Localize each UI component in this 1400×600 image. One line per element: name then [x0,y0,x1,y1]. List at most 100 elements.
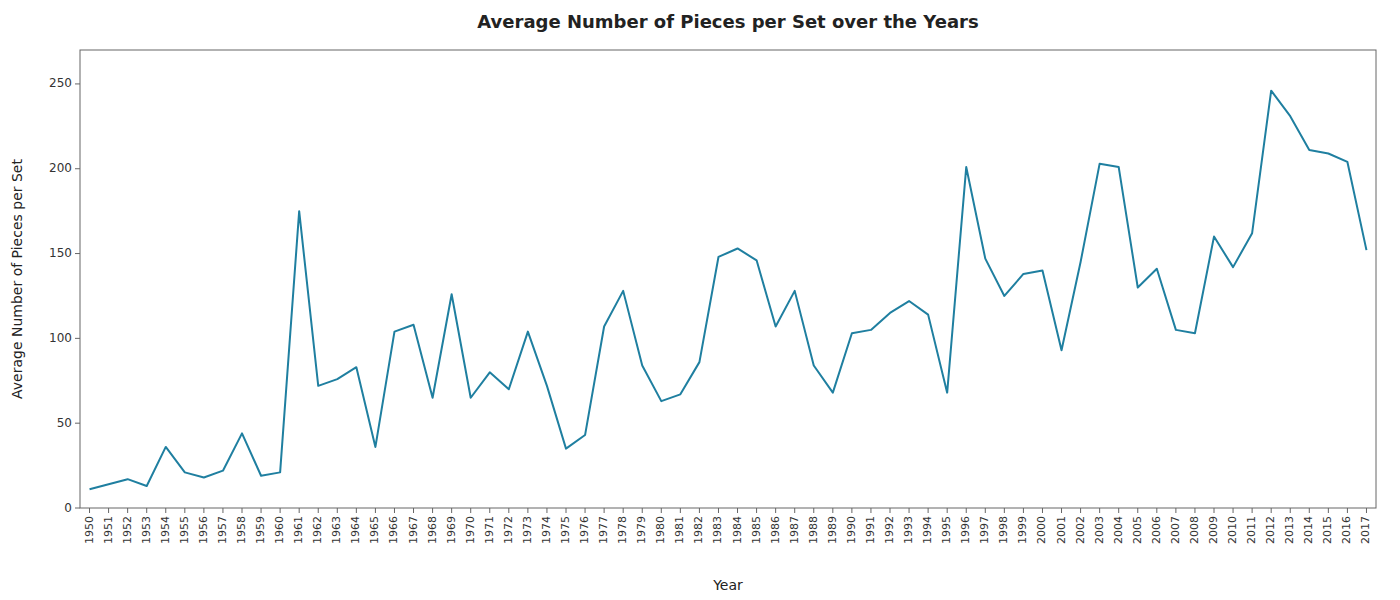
y-tick [75,508,80,509]
x-tick [661,508,662,513]
x-tick-label: 1986 [769,516,782,544]
x-tick [1156,508,1157,513]
x-tick-label: 2013 [1283,516,1296,544]
x-tick [1061,508,1062,513]
x-axis-label: Year [712,577,743,593]
x-tick [1252,508,1253,513]
x-tick-label: 1965 [368,516,381,544]
x-tick-label: 1982 [692,516,705,544]
x-tick [623,508,624,513]
x-tick-label: 2014 [1302,516,1315,544]
x-tick-label: 2017 [1359,516,1372,544]
x-tick [203,508,204,513]
x-tick-label: 1961 [292,516,305,544]
x-tick [1099,508,1100,513]
y-tick [75,423,80,424]
x-tick-label: 1968 [426,516,439,544]
x-tick [146,508,147,513]
y-axis-label: Average Number of Pieces per Set [9,159,25,399]
x-tick [127,508,128,513]
title: Average Number of Pieces per Set over th… [477,11,978,32]
x-tick [356,508,357,513]
x-tick-label: 1972 [502,516,515,544]
y-tick-label: 200 [49,161,72,175]
y-tick [75,253,80,254]
x-tick [1290,508,1291,513]
x-tick-label: 1979 [635,516,648,544]
x-tick [585,508,586,513]
x-tick [1004,508,1005,513]
x-tick-label: 1991 [864,516,877,544]
x-tick [108,508,109,513]
line [90,91,1367,490]
x-tick-label: 1998 [997,516,1010,544]
x-tick-label: 1992 [883,516,896,544]
x-tick [680,508,681,513]
x-tick-label: 1953 [140,516,153,544]
x-tick [184,508,185,513]
x-tick-label: 1987 [788,516,801,544]
x-tick-label: 1988 [807,516,820,544]
x-tick-label: 1967 [407,516,420,544]
y-tick-label: 0 [64,501,72,515]
x-tick-label: 1962 [311,516,324,544]
x-tick [566,508,567,513]
x-tick-label: 1957 [216,516,229,544]
x-tick-label: 1999 [1016,516,1029,544]
x-tick-label: 1973 [521,516,534,544]
x-tick [318,508,319,513]
x-tick [718,508,719,513]
x-tick [604,508,605,513]
x-tick [737,508,738,513]
x-tick [1023,508,1024,513]
x-tick-label: 2001 [1055,516,1068,544]
x-tick-label: 1970 [464,516,477,544]
x-tick-label: 2016 [1340,516,1353,544]
x-tick [642,508,643,513]
x-tick-label: 1989 [826,516,839,544]
x-tick [1137,508,1138,513]
x-tick-label: 1993 [902,516,915,544]
x-tick [508,508,509,513]
x-tick-label: 2012 [1264,516,1277,544]
y-axis: 050100150200250 [49,76,80,514]
x-tick-label: 2005 [1131,516,1144,544]
x-tick [337,508,338,513]
plot-area [90,91,1367,490]
x-tick-label: 2004 [1112,516,1125,544]
x-tick-label: 1963 [330,516,343,544]
x-tick-label: 1983 [711,516,724,544]
x-tick [890,508,891,513]
x-tick [1309,508,1310,513]
x-tick-label: 1971 [483,516,496,544]
x-tick [1118,508,1119,513]
x-tick-label: 1974 [540,516,553,544]
x-tick-label: 1976 [578,516,591,544]
x-tick [165,508,166,513]
x-tick [985,508,986,513]
x-tick [1233,508,1234,513]
x-tick [546,508,547,513]
x-tick-label: 2015 [1321,516,1334,544]
x-tick-label: 2002 [1074,516,1087,544]
x-tick-label: 1955 [178,516,191,544]
x-tick-label: 1960 [273,516,286,544]
x-tick-label: 1952 [121,516,134,544]
x-tick [470,508,471,513]
x-tick [451,508,452,513]
x-tick-label: 2009 [1207,516,1220,544]
x-tick [775,508,776,513]
x-tick [832,508,833,513]
x-tick [1214,508,1215,513]
x-tick-label: 2000 [1035,516,1048,544]
x-tick-label: 2003 [1093,516,1106,544]
x-tick-label: 1958 [235,516,248,544]
x-tick-label: 1954 [159,516,172,544]
x-tick [261,508,262,513]
y-tick-label: 150 [49,246,72,260]
x-tick [1366,508,1367,513]
plot-frame [80,50,1376,508]
x-tick-label: 1997 [978,516,991,544]
x-tick [242,508,243,513]
x-tick [394,508,395,513]
